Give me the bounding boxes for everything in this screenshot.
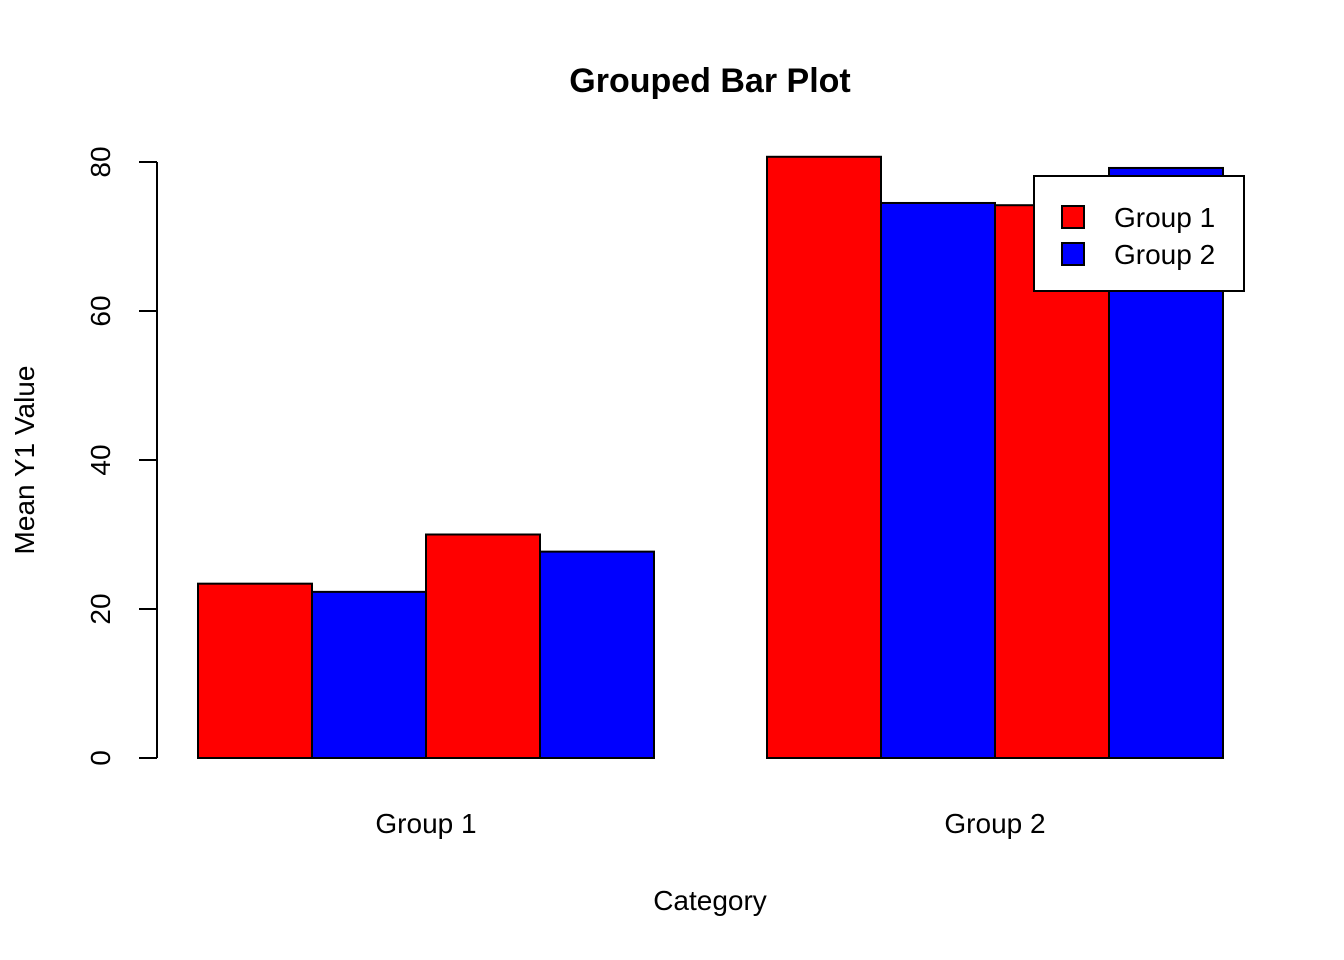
bar <box>425 533 541 759</box>
chart-title: Grouped Bar Plot <box>569 62 850 100</box>
bar <box>197 582 313 759</box>
y-tick-label: 20 <box>85 593 116 624</box>
legend-swatch <box>1061 242 1085 266</box>
y-tick-label: 60 <box>85 295 116 326</box>
x-tick-label: Group 2 <box>944 808 1045 839</box>
bars <box>197 155 1224 760</box>
legend: Group 1 Group 2 <box>1033 175 1245 292</box>
legend-label: Group 1 <box>1114 202 1215 233</box>
x-tick-label: Group 1 <box>375 808 476 839</box>
legend-box <box>1033 175 1245 292</box>
y-tick-label: 0 <box>85 750 116 766</box>
bar <box>994 204 1110 759</box>
bar <box>539 550 655 760</box>
legend-swatch <box>1061 205 1085 229</box>
y-tick-label: 80 <box>85 146 116 177</box>
x-axis-tick-labels: Group 1 Group 2 <box>375 808 1045 839</box>
y-tick-label: 40 <box>85 444 116 475</box>
bar <box>766 155 882 760</box>
y-axis: 0 20 40 60 80 <box>85 146 158 766</box>
y-axis-label: Mean Y1 Value <box>9 366 40 555</box>
bar <box>311 590 427 759</box>
bar <box>880 201 996 760</box>
legend-label: Group 2 <box>1114 239 1215 270</box>
x-axis-label: Category <box>653 885 767 916</box>
